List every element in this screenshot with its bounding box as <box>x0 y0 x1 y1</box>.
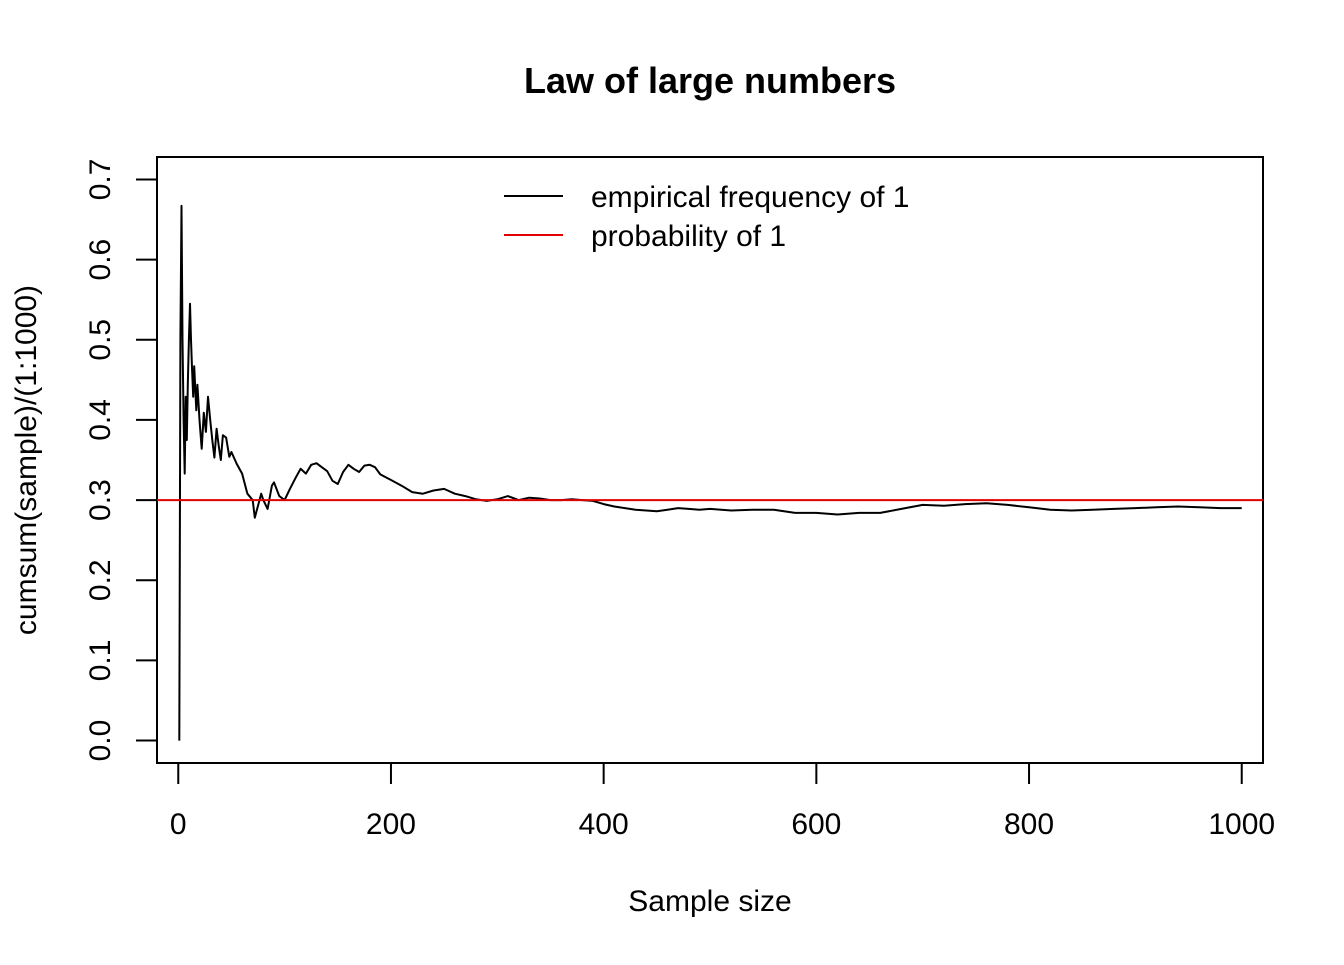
y-tick-label: 0.3 <box>84 479 117 521</box>
x-tick-label: 800 <box>1004 808 1054 841</box>
plot-content <box>157 204 1263 741</box>
legend-label-empirical: empirical frequency of 1 <box>591 181 910 214</box>
x-axis: 0 200 400 600 800 1000 <box>170 762 1275 841</box>
legend-label-probability: probability of 1 <box>591 220 786 253</box>
y-tick-label: 0.5 <box>84 319 117 361</box>
legend: empirical frequency of 1 probability of … <box>504 181 910 253</box>
x-tick-label: 400 <box>579 808 629 841</box>
y-axis: 0.0 0.1 0.2 0.3 0.4 0.5 0.6 0.7 <box>84 159 158 762</box>
y-tick-label: 0.1 <box>84 640 117 682</box>
y-tick-label: 0.0 <box>84 720 117 762</box>
x-axis-label: Sample size <box>628 885 791 918</box>
chart-title: Law of large numbers <box>524 60 896 101</box>
y-tick-label: 0.7 <box>84 159 117 201</box>
series-empirical-frequency-line <box>178 204 1242 741</box>
y-tick-label: 0.6 <box>84 239 117 281</box>
x-tick-label: 600 <box>791 808 841 841</box>
x-tick-label: 0 <box>170 808 187 841</box>
y-axis-label: cumsum(sample)/(1:1000) <box>10 285 43 635</box>
x-tick-label: 200 <box>366 808 416 841</box>
x-tick-label: 1000 <box>1208 808 1275 841</box>
y-tick-label: 0.4 <box>84 399 117 441</box>
y-tick-label: 0.2 <box>84 559 117 601</box>
